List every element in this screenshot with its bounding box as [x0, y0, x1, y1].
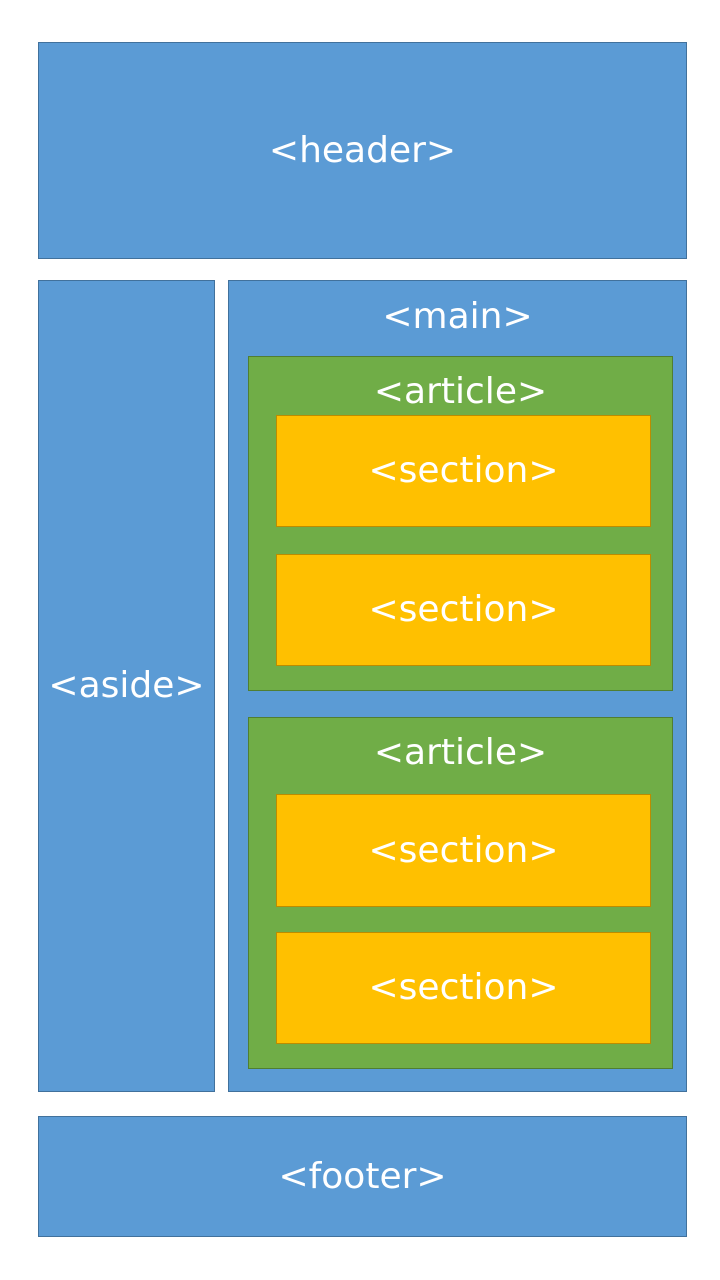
section-label: <section>	[368, 967, 559, 1008]
section-box: <section>	[276, 932, 651, 1044]
footer-label: <footer>	[278, 1155, 447, 1197]
article-label: <article>	[373, 371, 548, 412]
article-label: <article>	[373, 732, 548, 773]
aside-box: <aside>	[38, 280, 215, 1092]
section-box: <section>	[276, 794, 651, 907]
section-label: <section>	[368, 589, 559, 630]
section-box: <section>	[276, 415, 651, 527]
main-label: <main>	[382, 296, 533, 337]
section-box: <section>	[276, 554, 651, 666]
section-label: <section>	[368, 829, 559, 871]
section-label: <section>	[368, 450, 559, 491]
footer-box: <footer>	[38, 1116, 687, 1237]
aside-label: <aside>	[48, 665, 205, 706]
header-box: <header>	[38, 42, 687, 259]
header-label: <header>	[268, 129, 457, 171]
